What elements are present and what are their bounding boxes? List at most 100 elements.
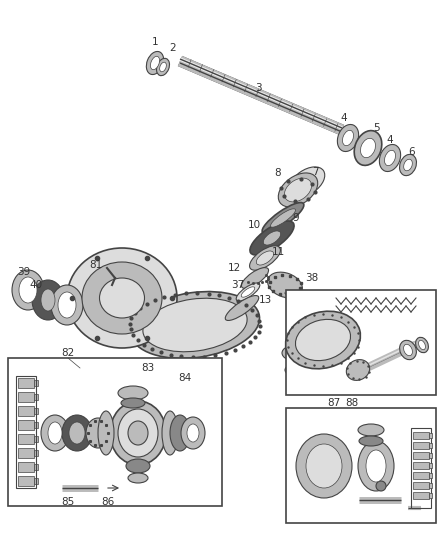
Ellipse shape [403,344,413,356]
Bar [8,358,222,506]
Bar [18,392,34,402]
Ellipse shape [131,292,260,358]
Bar [413,492,429,499]
Text: 12: 12 [227,263,240,273]
Bar [429,433,432,438]
Ellipse shape [263,231,281,245]
Ellipse shape [285,363,315,377]
Text: 3: 3 [254,83,261,93]
Bar [413,442,429,449]
Ellipse shape [399,155,417,176]
Ellipse shape [256,251,274,265]
Ellipse shape [69,422,85,444]
Text: 5: 5 [373,123,379,133]
Ellipse shape [121,398,145,408]
Bar [286,408,436,523]
Ellipse shape [156,58,170,76]
Text: 8: 8 [275,168,281,178]
Bar [411,428,431,508]
Bar [18,448,34,458]
Bar [18,420,34,430]
Bar [34,380,38,386]
Text: 40: 40 [29,280,42,290]
Bar [16,376,36,488]
Bar [34,436,38,442]
Ellipse shape [86,418,110,448]
Ellipse shape [118,409,158,457]
Bar [429,483,432,488]
Ellipse shape [292,366,308,374]
Text: 9: 9 [293,213,299,223]
Ellipse shape [250,246,280,270]
Ellipse shape [62,415,92,451]
Ellipse shape [385,150,396,166]
Bar [34,408,38,414]
Ellipse shape [187,424,199,442]
Ellipse shape [346,360,370,381]
Bar [18,406,34,416]
Text: 4: 4 [341,113,347,123]
Bar [34,394,38,400]
Ellipse shape [41,289,55,311]
Bar [413,482,429,489]
Bar [429,443,432,448]
Text: 13: 13 [258,295,272,305]
Bar [34,478,38,484]
Ellipse shape [51,285,83,325]
Ellipse shape [376,481,386,491]
Bar [286,290,436,395]
Ellipse shape [225,295,259,320]
Text: 82: 82 [61,348,74,358]
Text: 39: 39 [18,267,31,277]
Ellipse shape [170,415,190,451]
Ellipse shape [358,441,394,491]
Ellipse shape [48,422,62,444]
Ellipse shape [181,417,205,449]
Ellipse shape [419,340,425,350]
Bar [18,378,34,388]
Bar [34,422,38,428]
Ellipse shape [358,424,384,436]
Bar [34,464,38,470]
Ellipse shape [32,280,64,320]
Ellipse shape [268,272,302,298]
Bar [413,472,429,479]
Ellipse shape [286,311,360,369]
Ellipse shape [250,221,294,255]
Ellipse shape [306,444,342,488]
Ellipse shape [271,209,296,227]
Bar [18,476,34,486]
Ellipse shape [236,283,260,301]
Ellipse shape [146,52,164,75]
Ellipse shape [416,337,428,353]
Text: 10: 10 [247,220,261,230]
Ellipse shape [118,386,148,400]
Ellipse shape [366,450,386,482]
Text: 87: 87 [327,398,341,408]
Ellipse shape [404,159,412,171]
Ellipse shape [82,262,162,334]
Text: 7: 7 [312,167,318,177]
Ellipse shape [128,473,148,483]
Text: 6: 6 [409,147,415,157]
Bar [429,493,432,498]
Bar [18,462,34,472]
Bar [413,462,429,469]
Ellipse shape [151,56,159,70]
Text: 4: 4 [387,135,393,145]
Ellipse shape [128,421,148,445]
Ellipse shape [19,277,37,303]
Ellipse shape [296,319,350,361]
Bar [34,450,38,456]
Text: 88: 88 [346,398,359,408]
Ellipse shape [143,298,247,352]
Text: 1: 1 [152,37,158,47]
Ellipse shape [99,278,145,318]
Ellipse shape [290,348,310,358]
Ellipse shape [399,341,417,360]
Bar [429,473,432,478]
Bar [429,463,432,468]
Bar [18,434,34,444]
Text: 37: 37 [231,280,245,290]
Ellipse shape [337,125,359,151]
